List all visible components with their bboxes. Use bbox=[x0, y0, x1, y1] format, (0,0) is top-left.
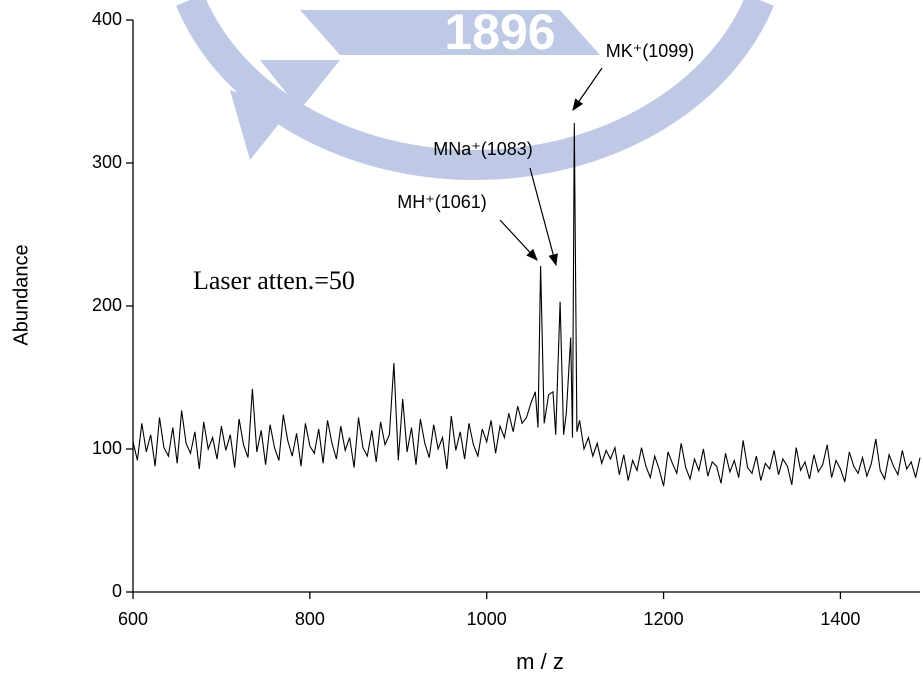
y-tick-label: 300 bbox=[92, 152, 122, 172]
y-tick-label: 100 bbox=[92, 438, 122, 458]
watermark-band bbox=[300, 10, 600, 55]
y-tick-label: 400 bbox=[92, 9, 122, 29]
arrow bbox=[499, 219, 538, 261]
annotation: MK⁺(1099) bbox=[606, 41, 695, 61]
y-tick-label: 200 bbox=[92, 295, 122, 315]
annotation: MNa⁺(1083) bbox=[433, 139, 533, 159]
arrow bbox=[529, 167, 558, 267]
x-tick-label: 1200 bbox=[644, 609, 684, 629]
spectrum-line bbox=[132, 122, 921, 487]
annotation: MH⁺(1061) bbox=[397, 192, 487, 212]
x-tick-label: 600 bbox=[118, 609, 148, 629]
watermark-text: 1896 bbox=[444, 4, 555, 60]
arrow bbox=[572, 67, 603, 111]
x-tick-label: 1000 bbox=[467, 609, 507, 629]
watermark-arc bbox=[176, 0, 774, 180]
x-tick-label: 800 bbox=[295, 609, 325, 629]
watermark-shape bbox=[230, 60, 340, 160]
y-tick-label: 0 bbox=[112, 581, 122, 601]
annotation: Laser atten.=50 bbox=[193, 266, 355, 295]
x-tick-label: 1400 bbox=[820, 609, 860, 629]
y-axis-title: Abundance bbox=[10, 244, 32, 345]
watermark: 1896 bbox=[176, 0, 774, 180]
x-axis-title: m / z bbox=[516, 649, 564, 674]
